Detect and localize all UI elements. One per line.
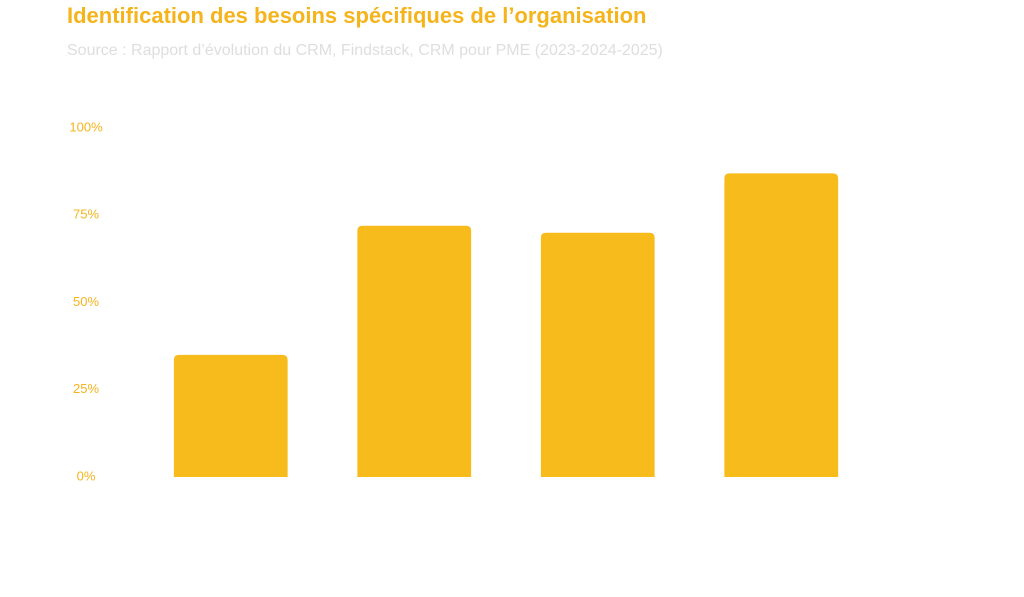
- bar: [540, 232, 655, 477]
- y-tick-label: 50%: [73, 294, 99, 309]
- bar: [357, 225, 472, 477]
- y-tick-label: 100%: [69, 119, 103, 134]
- y-tick-label: 75%: [73, 207, 99, 222]
- chart-subtitle: Source : Rapport d’évolution du CRM, Fin…: [67, 42, 663, 59]
- y-tick-label: 25%: [73, 381, 99, 396]
- bar: [724, 173, 839, 477]
- y-tick-label: 0%: [77, 468, 96, 483]
- bar: [173, 354, 288, 477]
- chart-title: Identification des besoins spécifiques d…: [67, 3, 646, 28]
